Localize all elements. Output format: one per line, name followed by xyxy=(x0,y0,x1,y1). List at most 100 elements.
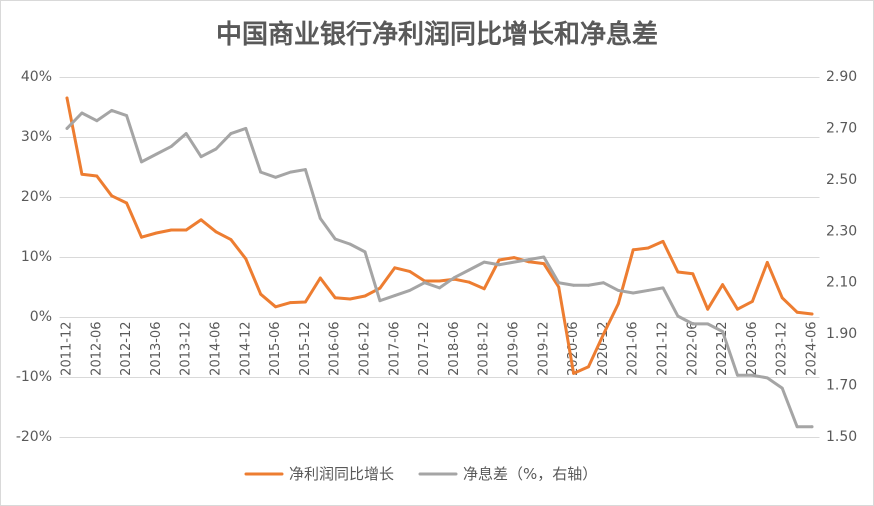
x-tick-label: 2018-06 xyxy=(447,322,462,376)
data-point-net-interest-margin xyxy=(229,132,233,135)
data-point-net-profit-growth xyxy=(780,296,784,300)
data-point-net-profit-growth xyxy=(438,279,441,283)
x-tick-label: 2015-12 xyxy=(298,322,313,376)
data-point-net-interest-margin xyxy=(80,111,84,115)
data-point-net-interest-margin xyxy=(95,119,99,123)
data-point-net-interest-margin xyxy=(602,281,605,285)
x-tick-label: 2015-06 xyxy=(268,322,283,376)
data-point-net-interest-margin xyxy=(274,175,277,179)
data-point-net-interest-margin xyxy=(214,147,218,151)
data-point-net-profit-growth xyxy=(274,305,277,309)
data-point-net-profit-growth xyxy=(795,310,799,314)
data-point-net-profit-growth xyxy=(497,258,501,262)
data-point-net-interest-margin xyxy=(527,258,531,261)
data-point-net-profit-growth xyxy=(229,238,233,242)
data-point-net-profit-growth xyxy=(661,240,665,243)
data-point-net-profit-growth xyxy=(810,312,814,316)
data-point-net-profit-growth xyxy=(155,231,158,235)
x-tick-label: 2012-06 xyxy=(89,322,104,376)
data-point-net-interest-margin xyxy=(646,289,650,292)
data-point-net-interest-margin xyxy=(348,242,352,246)
data-point-net-interest-margin xyxy=(557,281,561,285)
series-net-interest-margin xyxy=(65,108,814,429)
data-point-net-profit-growth xyxy=(631,248,635,252)
y-left-tick-label: -20% xyxy=(16,429,52,445)
data-point-net-profit-growth xyxy=(602,333,605,336)
data-point-net-profit-growth xyxy=(512,256,516,259)
data-point-net-interest-margin xyxy=(721,330,724,333)
data-point-net-profit-growth xyxy=(95,174,99,178)
data-point-net-interest-margin xyxy=(65,127,69,130)
y-left-tick-label: 10% xyxy=(21,249,52,265)
y-left-tick-label: 0% xyxy=(30,309,52,325)
x-tick-label: 2023-12 xyxy=(775,322,790,376)
x-tick-label: 2021-06 xyxy=(626,322,641,376)
data-point-net-profit-growth xyxy=(214,230,218,234)
y-left-tick-label: 40% xyxy=(21,69,52,85)
data-point-net-profit-growth xyxy=(199,218,203,222)
legend-label-net-profit-growth: 净利润同比增长 xyxy=(289,465,394,483)
data-point-net-interest-margin xyxy=(676,314,680,318)
x-tick-label: 2017-06 xyxy=(387,322,402,376)
data-point-net-profit-growth xyxy=(691,272,695,276)
data-point-net-interest-margin xyxy=(155,152,158,156)
x-tick-label: 2022-06 xyxy=(685,322,700,376)
data-point-net-interest-margin xyxy=(289,170,292,174)
y-right-tick-label: 2.70 xyxy=(826,120,857,136)
data-point-net-profit-growth xyxy=(751,300,754,303)
data-point-net-interest-margin xyxy=(780,386,784,390)
data-point-net-profit-growth xyxy=(80,172,84,176)
data-point-net-profit-growth xyxy=(65,96,69,100)
data-point-net-interest-margin xyxy=(453,276,456,279)
data-point-net-profit-growth xyxy=(482,287,486,291)
x-tick-label: 2011-12 xyxy=(60,322,75,376)
data-point-net-interest-margin xyxy=(616,289,620,292)
legend-item-net-interest-margin: 净息差（%，右轴） xyxy=(418,465,597,483)
data-point-net-profit-growth xyxy=(244,257,248,261)
data-point-net-interest-margin xyxy=(125,114,128,117)
data-point-net-interest-margin xyxy=(736,373,739,377)
data-point-net-profit-growth xyxy=(184,228,188,232)
y-axis-left: 40% 30% 20% 10% 0% -10% -20% xyxy=(16,69,52,445)
chart-title: 中国商业银行净利润同比增长和净息差 xyxy=(216,19,658,50)
data-point-net-profit-growth xyxy=(304,300,307,304)
x-tick-label: 2017-12 xyxy=(417,322,432,376)
data-point-net-interest-margin xyxy=(169,145,173,148)
series-layer xyxy=(65,96,814,429)
x-tick-label: 2016-06 xyxy=(328,322,343,376)
data-point-net-interest-margin xyxy=(482,260,486,264)
data-point-net-profit-growth xyxy=(125,201,128,205)
data-point-net-interest-margin xyxy=(333,237,337,241)
x-tick-label: 2014-06 xyxy=(209,322,224,376)
data-point-net-interest-margin xyxy=(661,286,665,290)
x-tick-label: 2023-06 xyxy=(745,322,760,376)
x-tick-label: 2014-12 xyxy=(238,322,253,376)
data-point-net-profit-growth xyxy=(318,276,322,280)
y-right-tick-label: 1.90 xyxy=(826,326,857,342)
data-point-net-interest-margin xyxy=(438,286,441,290)
data-point-net-interest-margin xyxy=(199,155,203,159)
data-point-net-profit-growth xyxy=(616,302,620,306)
data-point-net-profit-growth xyxy=(765,261,769,264)
y-right-tick-label: 2.90 xyxy=(826,69,857,85)
data-point-net-interest-margin xyxy=(810,425,814,429)
data-point-net-interest-margin xyxy=(765,376,769,380)
data-point-net-interest-margin xyxy=(631,291,635,295)
data-point-net-interest-margin xyxy=(751,373,754,377)
data-point-net-profit-growth xyxy=(542,262,546,265)
data-point-net-interest-margin xyxy=(378,299,382,303)
y-right-tick-label: 1.70 xyxy=(826,378,857,394)
data-point-net-interest-margin xyxy=(542,255,546,259)
x-tick-label: 2021-12 xyxy=(656,322,671,376)
data-point-net-interest-margin xyxy=(512,260,516,264)
y-axis-right: 2.90 2.70 2.50 2.30 2.10 1.90 1.70 1.50 xyxy=(826,69,857,445)
x-tick-label: 2024-06 xyxy=(805,322,820,376)
x-tick-label: 2019-12 xyxy=(536,322,551,376)
data-point-net-interest-margin xyxy=(318,217,322,220)
data-point-net-profit-growth xyxy=(572,372,575,375)
data-point-net-profit-growth xyxy=(467,280,471,284)
data-point-net-profit-growth xyxy=(348,297,352,301)
data-point-net-interest-margin xyxy=(140,160,143,164)
